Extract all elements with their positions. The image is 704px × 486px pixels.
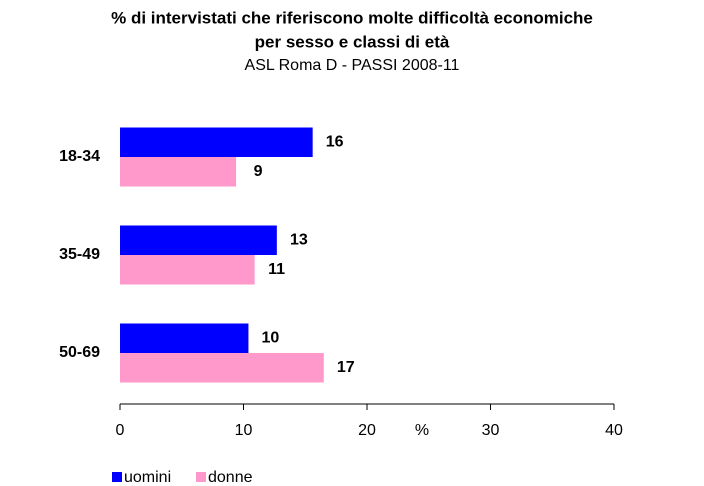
chart-title: % di intervistati che riferiscono molte … [111,8,593,27]
x-tick-label: 10 [235,422,253,439]
y-tick-label: 35-49 [59,246,100,263]
legend-swatch [112,472,122,482]
legend-label: uomini [124,469,171,486]
data-label: 13 [290,231,308,248]
x-tick-label: 30 [482,422,500,439]
legend-label: donne [208,469,253,486]
data-label: 16 [326,133,344,150]
bar [120,127,313,157]
data-label: 10 [262,329,280,346]
y-tick-label: 50-69 [59,344,100,361]
bar [120,353,324,383]
legend-swatch [196,472,206,482]
x-axis-label: % [415,422,429,439]
data-label: 9 [254,163,263,180]
x-tick-label: 40 [605,422,623,439]
data-label: 11 [268,261,285,278]
x-tick-label: 0 [116,422,125,439]
chart-subtitle: ASL Roma D - PASSI 2008-11 [245,57,460,74]
x-tick-label: 20 [358,422,376,439]
chart-title: per sesso e classi di età [255,32,450,51]
y-tick-label: 18-34 [59,148,100,165]
bar [120,255,255,285]
data-label: 17 [337,359,355,376]
bar [120,157,237,187]
bar [120,225,277,255]
bar [120,323,249,353]
